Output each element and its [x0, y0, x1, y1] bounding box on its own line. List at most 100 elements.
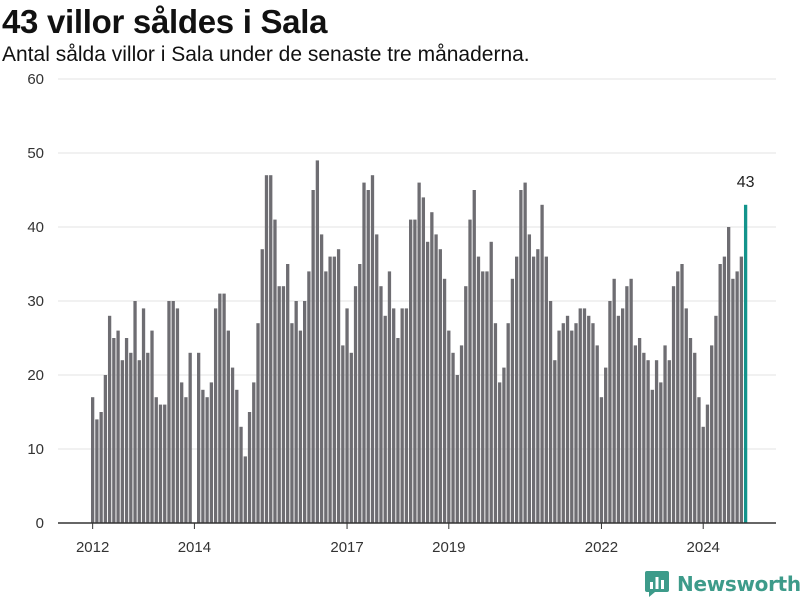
- bar: [718, 264, 722, 523]
- bar: [137, 360, 141, 523]
- x-tick-label: 2017: [330, 539, 363, 556]
- bar: [451, 352, 455, 523]
- bar: [387, 271, 392, 523]
- bar: [370, 175, 375, 523]
- bar: [392, 308, 396, 523]
- bar: [400, 308, 404, 523]
- bar: [459, 345, 464, 523]
- bar: [489, 241, 493, 524]
- bar: [129, 352, 133, 523]
- bar: [107, 315, 112, 523]
- bar: [485, 271, 489, 523]
- bar: [629, 278, 633, 523]
- bar: [515, 256, 519, 523]
- bar: [434, 234, 438, 523]
- bar: [527, 234, 532, 523]
- bar: [264, 175, 269, 523]
- bar: [332, 256, 336, 523]
- bar: [201, 389, 205, 523]
- bar: [637, 338, 642, 523]
- bar: [680, 264, 684, 523]
- bar: [124, 338, 129, 523]
- bar: [684, 308, 688, 523]
- bar: [557, 330, 561, 523]
- bar: [315, 160, 320, 523]
- bar: [188, 352, 192, 523]
- bar: [341, 345, 345, 523]
- bar: [184, 397, 188, 523]
- bar: [120, 360, 124, 523]
- x-tick-label: 2024: [687, 539, 720, 556]
- y-tick-label: 50: [27, 145, 44, 162]
- bar: [349, 352, 353, 523]
- bar: [540, 204, 544, 524]
- bar-chart-icon: [645, 571, 669, 597]
- bar: [621, 308, 625, 523]
- brand-name: Newsworthy: [677, 572, 800, 596]
- bar: [133, 301, 137, 523]
- bar: [587, 315, 591, 523]
- bar: [303, 301, 307, 523]
- bar: [336, 249, 341, 523]
- bar: [442, 278, 447, 523]
- bar: [502, 367, 506, 523]
- bar: [722, 256, 727, 523]
- bar: [523, 182, 527, 523]
- bar: [481, 271, 485, 523]
- bar: [409, 219, 413, 523]
- chart-title: 43 villor såldes i Sala: [2, 3, 328, 40]
- bar: [430, 212, 434, 523]
- bar: [455, 375, 459, 523]
- bar: [710, 345, 714, 523]
- bar: [171, 301, 175, 523]
- x-tick-label: 2014: [178, 539, 211, 556]
- bar: [103, 375, 108, 523]
- bar: [324, 271, 328, 523]
- bar: [570, 330, 574, 523]
- bar: [294, 301, 298, 523]
- bar: [286, 264, 290, 523]
- bar: [510, 278, 515, 523]
- bar: [205, 397, 209, 523]
- bar: [447, 330, 451, 523]
- bar: [464, 286, 468, 523]
- bar: [659, 382, 663, 523]
- bar: [727, 227, 731, 523]
- bar: [595, 345, 599, 523]
- bar: [493, 323, 498, 523]
- bar: [498, 382, 502, 523]
- x-tick-label: 2012: [76, 539, 109, 556]
- bar: [112, 338, 116, 523]
- bar: [413, 219, 417, 523]
- bar: [269, 175, 273, 523]
- bar: [175, 308, 180, 523]
- y-tick-label: 20: [27, 367, 44, 384]
- bar: [150, 330, 154, 523]
- bar: [404, 308, 409, 523]
- bar: [472, 190, 476, 523]
- bar: [591, 323, 595, 523]
- bar: [553, 360, 557, 523]
- bar: [328, 256, 332, 523]
- bar: [213, 308, 218, 523]
- bar: [735, 271, 739, 523]
- bar: [650, 389, 654, 523]
- bar: [311, 190, 315, 523]
- bar: [383, 315, 387, 523]
- bar: [91, 397, 95, 523]
- bar: [197, 352, 201, 523]
- bar: [604, 367, 608, 523]
- bar: [548, 301, 553, 523]
- bar: [561, 323, 565, 523]
- bar: [307, 271, 311, 523]
- bar: [654, 360, 659, 523]
- bar: [396, 338, 400, 523]
- bar: [693, 352, 697, 523]
- bar: [578, 308, 582, 523]
- bar: [671, 286, 676, 523]
- bar: [599, 397, 604, 523]
- bar: [154, 397, 158, 523]
- bar: [298, 330, 303, 523]
- bar: [612, 278, 616, 523]
